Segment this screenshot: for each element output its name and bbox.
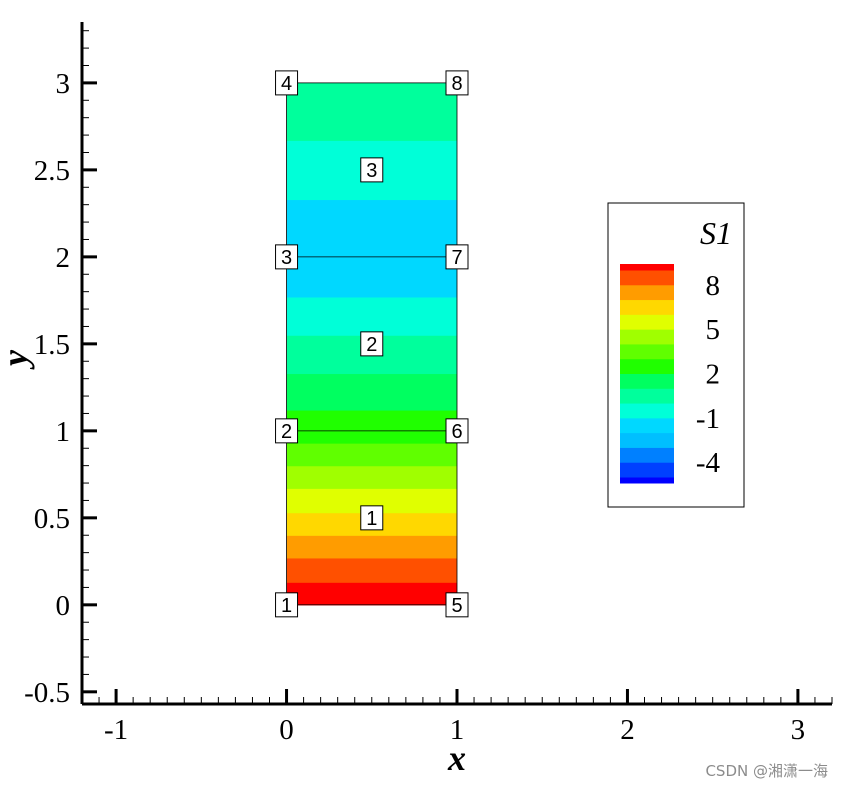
x-tick-label: 2 bbox=[620, 714, 635, 746]
x-tick-label: 1 bbox=[450, 714, 465, 746]
node-label-1-text: 1 bbox=[281, 595, 292, 617]
element-label-2: 2 bbox=[360, 331, 384, 357]
node-and-element-labels: 1 2 3 4 5 6 7 8 1 2 3 bbox=[275, 70, 469, 618]
legend-swatch-7 bbox=[620, 388, 674, 404]
legend-swatch-1 bbox=[620, 477, 674, 484]
mesh-lines bbox=[286, 82, 458, 606]
contour-band-9 bbox=[286, 373, 457, 411]
legend-swatch-12 bbox=[620, 314, 674, 330]
y-tick-label: 3 bbox=[56, 68, 71, 100]
mesh-outline bbox=[286, 82, 458, 606]
element-label-1: 1 bbox=[360, 505, 384, 531]
node-label-2-box bbox=[275, 418, 299, 444]
contour-band-1 bbox=[286, 582, 457, 606]
node-label-5-text: 5 bbox=[451, 595, 462, 617]
x-tick-label: 3 bbox=[791, 714, 806, 746]
element-label-3-text: 3 bbox=[366, 160, 377, 182]
y-tick-label: 0.5 bbox=[34, 503, 70, 535]
node-label-1-box bbox=[275, 592, 299, 618]
element-label-2-text: 2 bbox=[366, 334, 377, 356]
watermark-text: CSDN @湘潇一海 bbox=[705, 762, 828, 780]
contour-band-3 bbox=[286, 535, 457, 559]
legend-swatch-13 bbox=[620, 299, 674, 315]
legend-swatch-14 bbox=[620, 284, 674, 301]
node-label-6: 6 bbox=[445, 418, 469, 444]
element-label-1-text: 1 bbox=[366, 508, 377, 530]
legend-label: -4 bbox=[696, 447, 721, 479]
contour-band-12 bbox=[286, 199, 457, 298]
node-label-8-box bbox=[445, 70, 469, 96]
contour-band-7 bbox=[286, 443, 457, 467]
node-label-5-box bbox=[445, 592, 469, 618]
legend-label: 8 bbox=[706, 270, 721, 302]
legend-swatch-8 bbox=[620, 373, 674, 389]
legend-swatch-16 bbox=[620, 264, 674, 271]
node-label-3-text: 3 bbox=[281, 247, 292, 269]
legend-label: 5 bbox=[706, 314, 721, 346]
y-tick-label: 1 bbox=[56, 416, 71, 448]
contour-band-8 bbox=[286, 409, 457, 444]
node-label-3-box bbox=[275, 244, 299, 270]
node-label-4-box bbox=[275, 70, 299, 96]
element-label-3: 3 bbox=[360, 157, 384, 183]
x-tick-label: 0 bbox=[279, 714, 294, 746]
node-label-2-text: 2 bbox=[281, 421, 292, 443]
node-label-4-text: 4 bbox=[281, 73, 292, 95]
node-label-7-box bbox=[445, 244, 469, 270]
y-tick-label: 2 bbox=[56, 242, 71, 274]
node-label-8: 8 bbox=[445, 70, 469, 96]
contour-bands bbox=[286, 82, 457, 606]
legend-swatch-9 bbox=[620, 358, 674, 374]
legend-swatch-3 bbox=[620, 447, 674, 463]
x-tick-label: -1 bbox=[104, 714, 128, 746]
axes: -1 0 1 2 3 -0.5 0 0.5 1 1.5 2 2.5 3 bbox=[24, 22, 833, 746]
x-axis-label: x bbox=[447, 738, 466, 778]
node-label-8-text: 8 bbox=[451, 73, 462, 95]
y-tick-label: 2.5 bbox=[34, 155, 70, 187]
legend-title: S1 bbox=[700, 215, 732, 251]
legend-swatch-5 bbox=[620, 417, 674, 434]
legend: S1 8 5 2 -1 -4 bbox=[607, 202, 745, 508]
y-tick-label: 1.5 bbox=[34, 329, 70, 361]
node-label-6-box bbox=[445, 418, 469, 444]
contour-band-14 bbox=[286, 82, 457, 141]
node-label-2: 2 bbox=[275, 418, 299, 444]
y-tick-label: 0 bbox=[56, 590, 71, 622]
contour-band-2 bbox=[286, 557, 457, 583]
legend-swatch-11 bbox=[620, 329, 674, 345]
node-label-3: 3 bbox=[275, 244, 299, 270]
node-label-4: 4 bbox=[275, 70, 299, 96]
legend-swatch-6 bbox=[620, 403, 674, 419]
node-label-7-text: 7 bbox=[451, 247, 462, 269]
node-label-5: 5 bbox=[445, 592, 469, 618]
element-label-1-box bbox=[360, 505, 384, 531]
y-axis-label: y bbox=[0, 349, 35, 370]
legend-label: -1 bbox=[696, 403, 720, 435]
legend-swatch-2 bbox=[620, 462, 674, 478]
contour-band-6 bbox=[286, 465, 457, 489]
element-label-2-box bbox=[360, 331, 384, 357]
node-label-1: 1 bbox=[275, 592, 299, 618]
contour-band-11 bbox=[286, 296, 457, 336]
legend-swatch-10 bbox=[620, 343, 674, 360]
legend-swatch-15 bbox=[620, 270, 674, 286]
legend-swatch-4 bbox=[620, 432, 674, 448]
legend-label: 2 bbox=[706, 359, 721, 391]
y-tick-label: -0.5 bbox=[24, 677, 70, 709]
node-label-6-text: 6 bbox=[451, 421, 462, 443]
node-label-7: 7 bbox=[445, 244, 469, 270]
element-label-3-box bbox=[360, 157, 384, 183]
